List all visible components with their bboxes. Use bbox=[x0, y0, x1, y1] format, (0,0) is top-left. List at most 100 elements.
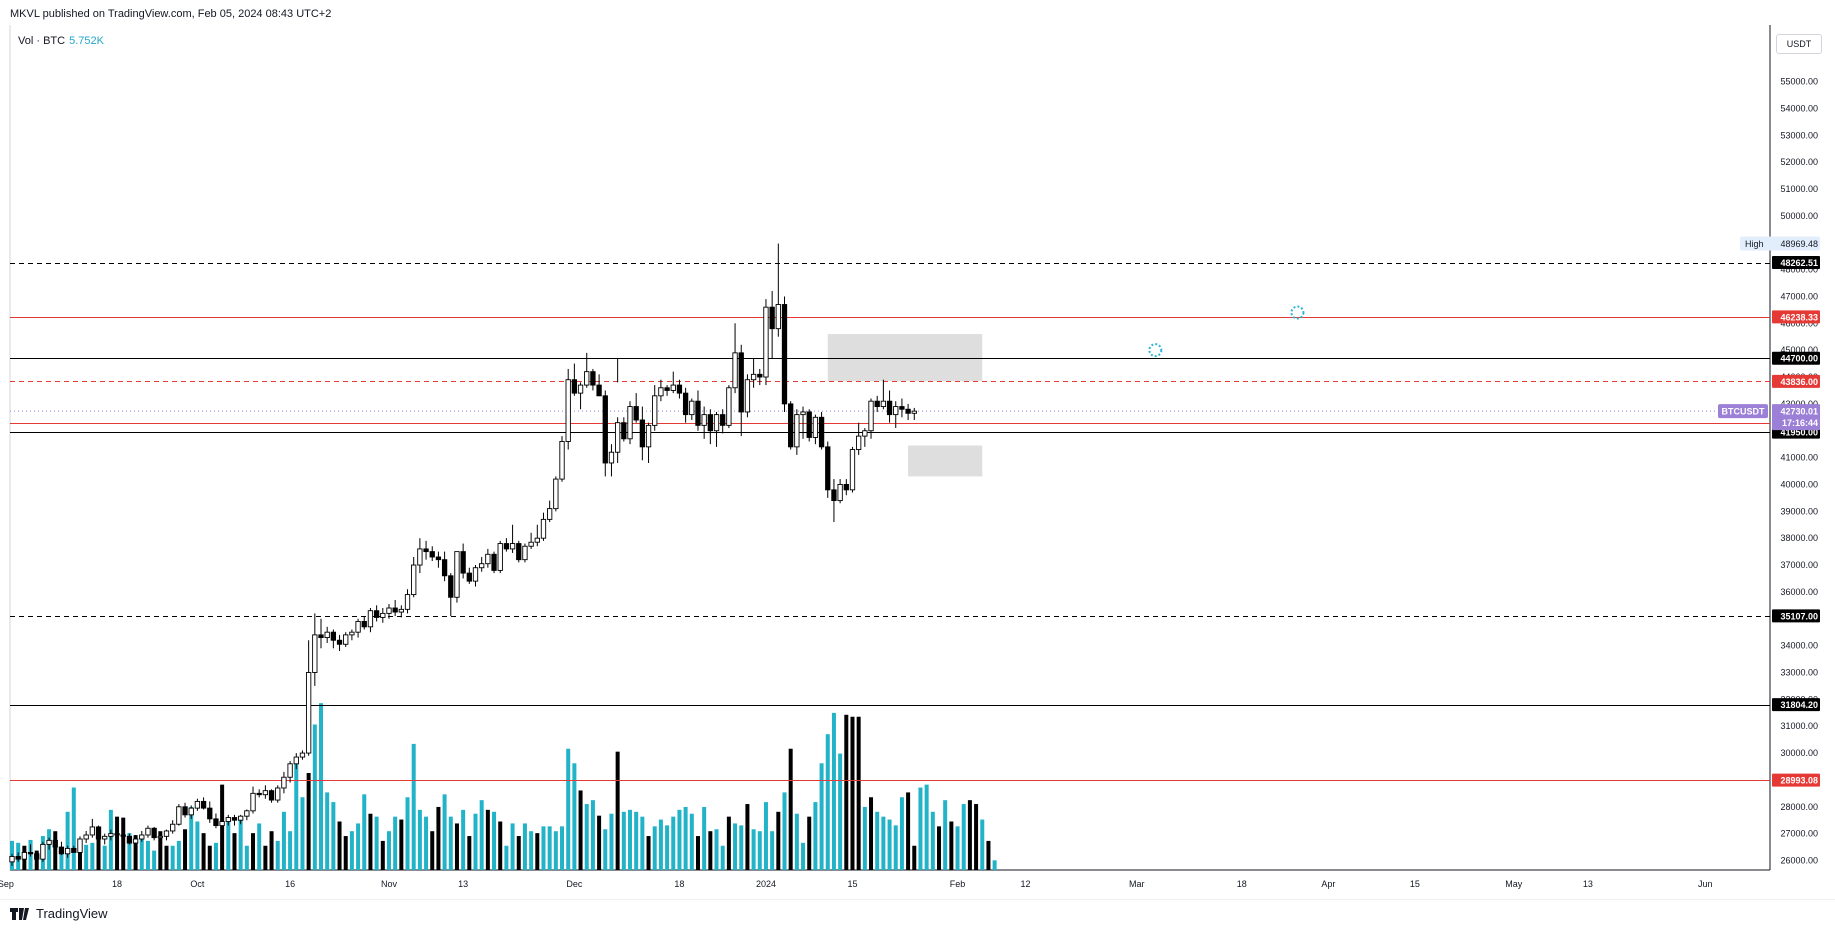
candle-body bbox=[806, 411, 812, 438]
candle-body bbox=[509, 543, 516, 550]
time-tick-label: Nov bbox=[381, 879, 398, 889]
level-price-label-text: 28993.08 bbox=[1780, 776, 1818, 786]
price-tick-label: 48000.00 bbox=[1780, 265, 1818, 275]
price-tick-label: 34000.00 bbox=[1780, 641, 1818, 651]
volume-bar bbox=[183, 829, 188, 870]
price-tick-label: 39000.00 bbox=[1780, 506, 1818, 516]
level-price-label: 44700.00 bbox=[1772, 351, 1820, 365]
price-tick-label: 54000.00 bbox=[1780, 103, 1818, 113]
candle-body bbox=[435, 556, 442, 561]
time-tick-label: Apr bbox=[1321, 879, 1335, 889]
volume-bar bbox=[893, 825, 898, 870]
volume-legend: Vol · BTC 5.752K bbox=[18, 35, 104, 47]
candle-body bbox=[293, 756, 299, 765]
volume-bar bbox=[170, 845, 175, 870]
volume-bar bbox=[380, 840, 385, 870]
volume-bar bbox=[417, 809, 422, 870]
candle-body bbox=[540, 518, 547, 539]
volume-bar bbox=[454, 823, 459, 870]
volume-bar bbox=[733, 823, 738, 870]
candle-body bbox=[831, 489, 837, 502]
loading-indicator-icon bbox=[1290, 305, 1305, 320]
candle-body bbox=[726, 387, 732, 426]
volume-bar bbox=[226, 821, 231, 870]
candle-body bbox=[176, 806, 182, 825]
volume-bar bbox=[356, 823, 361, 870]
candle-body bbox=[219, 821, 225, 827]
price-tick-label: 41000.00 bbox=[1780, 453, 1818, 463]
volume-bar bbox=[955, 826, 960, 870]
price-zone bbox=[827, 334, 983, 382]
tradingview-footer[interactable]: TradingView bbox=[10, 906, 108, 921]
candle-body bbox=[547, 508, 553, 520]
candle-body bbox=[386, 607, 392, 614]
volume-bar bbox=[325, 792, 330, 870]
price-tick-label: 43000.00 bbox=[1780, 399, 1818, 409]
price-tick-label: 36000.00 bbox=[1780, 587, 1818, 597]
volume-bar bbox=[424, 816, 429, 870]
volume-bar bbox=[646, 836, 651, 870]
candle-body bbox=[132, 838, 139, 844]
candle-body bbox=[886, 400, 893, 416]
candle-body bbox=[77, 838, 83, 853]
level-price-label-text: 48262.51 bbox=[1780, 258, 1818, 268]
price-tick-label: 52000.00 bbox=[1780, 157, 1818, 167]
candle-body bbox=[120, 834, 126, 837]
volume-bar bbox=[312, 724, 317, 870]
currency-unit-button[interactable]: USDT bbox=[1776, 34, 1822, 54]
volume-bar bbox=[393, 816, 398, 870]
volume-bar bbox=[59, 848, 64, 870]
level-price-label-text: 41950.00 bbox=[1780, 428, 1818, 438]
volume-bar bbox=[127, 833, 132, 870]
volume-bar bbox=[145, 840, 150, 870]
current-price-bg bbox=[1772, 404, 1820, 431]
candle-body bbox=[763, 306, 769, 378]
volume-bar bbox=[912, 845, 917, 870]
candle-body bbox=[596, 384, 602, 397]
volume-bar bbox=[702, 806, 707, 870]
volume-bar bbox=[924, 784, 929, 870]
volume-bar bbox=[133, 835, 138, 870]
volume-bar bbox=[485, 809, 490, 870]
volume-bar bbox=[578, 790, 583, 870]
candle-body bbox=[256, 792, 262, 796]
candle-body bbox=[893, 406, 899, 416]
volume-bar bbox=[584, 804, 589, 870]
candles bbox=[9, 243, 917, 866]
volume-bar bbox=[726, 816, 731, 870]
volume-bar bbox=[986, 840, 991, 870]
price-tick-label: 28000.00 bbox=[1780, 802, 1818, 812]
candle-body bbox=[497, 543, 503, 571]
volume-bar bbox=[609, 813, 614, 870]
candle-body bbox=[64, 847, 71, 855]
volume-bar bbox=[634, 811, 639, 870]
time-tick-label: Dec bbox=[566, 879, 583, 889]
volume-bar bbox=[825, 734, 830, 870]
price-chart[interactable]: 26000.0027000.0028000.0029000.0030000.00… bbox=[0, 0, 1835, 900]
candle-body bbox=[336, 639, 343, 645]
time-tick-label: Mar bbox=[1129, 879, 1145, 889]
price-tick-label: 47000.00 bbox=[1780, 291, 1818, 301]
candle-body bbox=[207, 807, 213, 820]
volume-bar bbox=[189, 806, 194, 870]
candle-body bbox=[58, 846, 65, 855]
volume-bar bbox=[294, 758, 299, 870]
volume-legend-value: 5.752K bbox=[69, 35, 104, 47]
price-zone bbox=[908, 445, 983, 477]
volume-bar bbox=[84, 844, 89, 870]
volume-bar bbox=[628, 809, 632, 870]
level-price-label: 31804.20 bbox=[1772, 698, 1820, 712]
volume-bar bbox=[788, 748, 793, 870]
volume-bar bbox=[689, 813, 694, 870]
candle-body bbox=[151, 827, 157, 839]
volume-bar bbox=[102, 845, 107, 870]
candle-body bbox=[652, 395, 658, 426]
candle-body bbox=[485, 553, 491, 565]
candle-body bbox=[411, 564, 417, 596]
volume-bar bbox=[862, 806, 867, 870]
volume-bars bbox=[10, 703, 997, 870]
price-tick-label: 37000.00 bbox=[1780, 560, 1818, 570]
volume-bar bbox=[708, 831, 713, 870]
candle-body bbox=[775, 304, 781, 330]
candle-body bbox=[818, 416, 825, 448]
